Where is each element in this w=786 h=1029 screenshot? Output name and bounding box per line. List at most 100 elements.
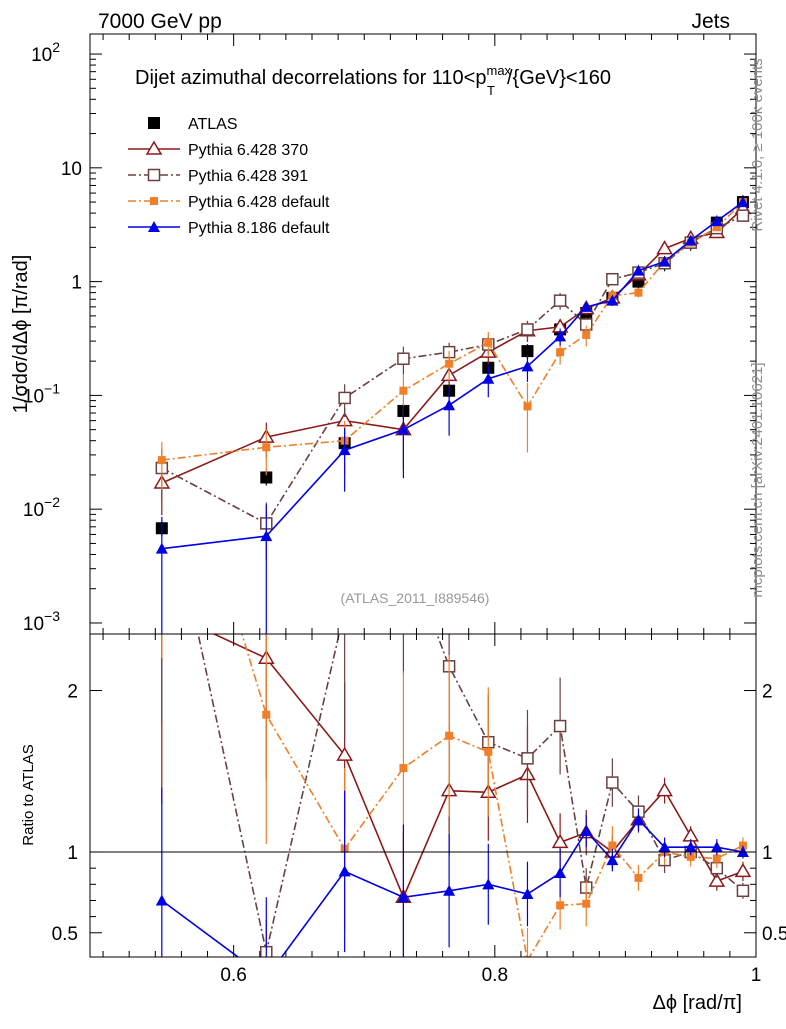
data-point-pythia-8-186-default	[338, 444, 351, 456]
ratio-plot-frame	[89, 633, 757, 958]
legend-marker-pythia-6-428-391	[147, 168, 161, 182]
data-point-pythia-6-428-default	[634, 288, 643, 297]
ratio-point-pythia-8-186-default	[521, 888, 534, 900]
legend-label-pythia-6-428-370: Pythia 6.428 370	[188, 142, 308, 159]
series-line-pythia-6-428-391	[161, 214, 744, 525]
ratio-point-pythia-6-428-default	[556, 901, 565, 910]
header-right-label: Jets	[691, 10, 730, 33]
ratio-tick-label-right: 1	[762, 843, 773, 864]
y-tick-label: 10−2	[23, 494, 60, 521]
ratio-point-pythia-8-186-default	[443, 884, 456, 896]
ratio-point-pythia-8-186-default	[606, 854, 619, 866]
ratio-point-pythia-6-428-default	[262, 710, 271, 719]
header-left-label: 7000 GeV pp	[98, 10, 222, 33]
ratio-point-pythia-6-428-391	[606, 776, 619, 789]
legend-item-pythia-6-428-370: Pythia 6.428 370	[128, 140, 308, 159]
legend-item-atlas: ATLAS	[148, 116, 238, 133]
legend-marker-pythia-6-428-370	[145, 140, 163, 155]
legend-marker-atlas	[148, 117, 160, 129]
data-point-pythia-8-186-default	[397, 423, 410, 435]
data-point-pythia-6-428-default	[484, 338, 493, 347]
data-point-pythia-6-428-391	[521, 323, 534, 336]
ratio-point-pythia-6-428-default	[582, 899, 591, 908]
data-point-pythia-8-186-default	[632, 264, 645, 276]
ratio-point-pythia-6-428-370	[336, 746, 353, 761]
data-point-pythia-6-428-default	[523, 402, 532, 411]
data-point-pythia-8-186-default	[521, 360, 534, 372]
data-point-atlas	[260, 471, 273, 484]
data-point-pythia-6-428-391	[553, 294, 567, 307]
ratio-point-pythia-6-428-391	[398, 540, 409, 551]
ratio-point-pythia-8-186-default	[632, 813, 645, 825]
main-plot-series	[153, 195, 752, 634]
data-point-pythia-6-428-default	[556, 348, 565, 357]
ratio-point-pythia-6-428-default	[445, 731, 454, 740]
y-tick-label: 10	[61, 159, 82, 180]
data-point-pythia-6-428-default	[262, 443, 271, 452]
ratio-tick-label-right: 0.5	[762, 924, 786, 945]
data-point-pythia-6-428-default	[399, 386, 408, 395]
x-tick-label: 0.8	[482, 965, 508, 986]
series-line-pythia-6-428-default	[161, 201, 744, 461]
ratio-point-pythia-6-428-default	[484, 747, 493, 756]
ratio-point-pythia-8-186-default	[397, 891, 410, 903]
data-point-pythia-6-428-default	[712, 223, 721, 232]
ratio-point-pythia-6-428-default	[399, 764, 408, 773]
data-point-pythia-8-186-default	[155, 542, 168, 554]
ratio-point-pythia-6-428-default	[712, 854, 721, 863]
legend-label-pythia-6-428-default: Pythia 6.428 default	[188, 194, 330, 211]
data-point-pythia-8-186-default	[443, 399, 456, 411]
ratio-point-pythia-8-186-default	[338, 865, 351, 877]
y-tick-label: 10−1	[23, 380, 60, 407]
ratio-line-pythia-6-428-370	[212, 634, 744, 900]
legend-label-atlas: ATLAS	[188, 116, 238, 133]
data-point-pythia-6-428-default	[445, 359, 454, 368]
y-axis-title: 1/σdσ/dΔϕ [π/rad]	[10, 255, 32, 414]
ratio-tick-label: 2	[67, 682, 78, 703]
legend-item-pythia-6-428-default: Pythia 6.428 default	[128, 194, 330, 211]
ratio-point-pythia-8-186-default	[260, 972, 272, 983]
data-point-pythia-8-186-default	[260, 530, 273, 542]
ratio-series-pythia-6-428-370	[161, 634, 752, 957]
ratio-point-pythia-6-428-370	[682, 827, 700, 842]
series-pythia-8-186-default	[155, 196, 749, 634]
data-point-pythia-6-428-default	[157, 456, 166, 465]
ratio-point-pythia-8-186-default	[155, 894, 168, 906]
ratio-point-pythia-6-428-391	[736, 884, 750, 898]
ratio-axis-title: Ratio to ATLAS	[20, 744, 37, 845]
ratio-point-pythia-8-186-default	[684, 841, 697, 853]
ratio-point-pythia-6-428-default	[608, 841, 617, 850]
data-point-atlas	[521, 345, 534, 358]
ratio-point-pythia-6-428-370	[551, 833, 569, 849]
x-axis-title: Δϕ [rad/π]	[653, 992, 743, 1014]
analysis-watermark: (ATLAS_2011_I889546)	[341, 590, 490, 606]
ratio-point-pythia-6-428-370	[734, 862, 752, 878]
ratio-point-pythia-6-428-370	[656, 782, 673, 797]
data-point-pythia-6-428-default	[582, 330, 591, 339]
ratio-point-pythia-6-428-370	[708, 872, 726, 887]
ratio-point-pythia-6-428-default	[158, 364, 166, 372]
ratio-point-pythia-6-428-391	[553, 719, 567, 733]
data-point-pythia-8-186-default	[710, 215, 723, 227]
legend-item-pythia-6-428-391: Pythia 6.428 391	[128, 168, 308, 185]
ratio-point-pythia-8-186-default	[658, 841, 671, 853]
data-point-pythia-6-428-391	[736, 209, 750, 222]
ratio-series-pythia-8-186-default	[155, 787, 749, 983]
data-point-pythia-6-428-370	[656, 240, 673, 255]
ratio-point-pythia-8-186-default	[554, 867, 567, 879]
y-tick-label: 10−3	[23, 608, 60, 635]
ratio-point-pythia-8-186-default	[580, 825, 593, 837]
ratio-tick-label-right: 2	[762, 682, 773, 703]
ratio-point-pythia-8-186-default	[710, 841, 723, 853]
ratio-plot-series	[155, 364, 752, 983]
legend-label-pythia-6-428-391: Pythia 6.428 391	[188, 168, 308, 185]
legend: ATLAS Pythia 6.428 370 Pythia 6.428 391 Pyt…	[128, 116, 330, 237]
ratio-point-pythia-8-186-default	[482, 878, 495, 890]
ratio-point-pythia-6-428-391	[521, 752, 534, 765]
legend-item-pythia-8-186-default: Pythia 8.186 default	[128, 220, 330, 237]
y-tick-label: 1	[71, 273, 82, 294]
legend-marker-pythia-8-186-default	[148, 221, 160, 232]
data-point-pythia-6-428-391	[338, 391, 351, 405]
